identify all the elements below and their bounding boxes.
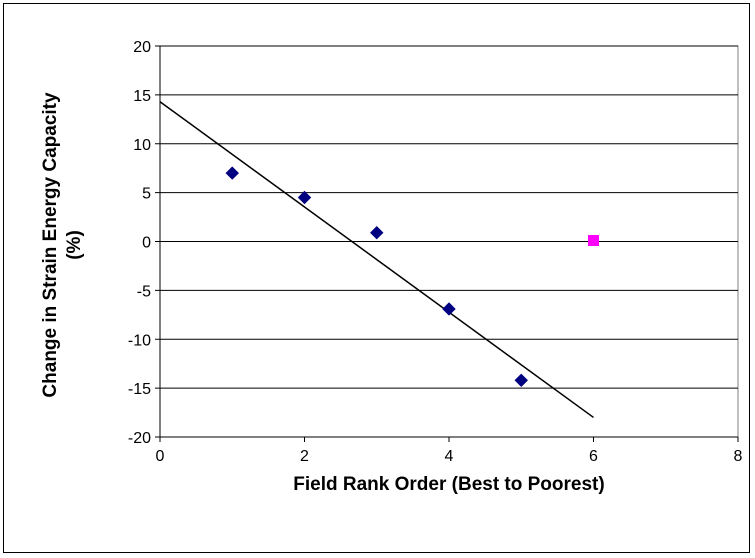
data-point-diamond (370, 225, 384, 240)
x-axis-title: Field Rank Order (Best to Poorest) (293, 474, 604, 495)
data-point-diamond (225, 166, 239, 180)
y-tick-label: -10 (128, 332, 151, 349)
axes (155, 45, 739, 442)
x-tick-label: 8 (734, 448, 743, 465)
data-point-diamond (442, 302, 456, 316)
y-axis-title-line1: Change in Strain Energy Capacity (40, 92, 61, 398)
x-tick-label: 0 (156, 448, 165, 465)
y-tick-label: 10 (133, 137, 151, 154)
data-point-square (588, 235, 599, 247)
y-tick-labels: 20 15 10 5 0 -5 -10 -15 -20 (128, 39, 151, 447)
trendline-group (159, 101, 594, 419)
data-point-diamond (297, 190, 312, 205)
y-axis-title-line2: (%) (64, 230, 85, 260)
data-point-diamond (514, 373, 528, 388)
gridlines (160, 45, 738, 389)
data-points (225, 166, 599, 388)
x-tick-labels: 0 2 4 6 8 (156, 448, 743, 465)
y-tick-label: 0 (142, 235, 151, 252)
x-tick-label: 2 (300, 448, 309, 465)
y-tick-label: -20 (128, 430, 151, 447)
y-tick-label: -5 (137, 283, 151, 300)
y-tick-label: 15 (133, 88, 151, 105)
y-tick-label: 5 (142, 186, 151, 203)
y-tick-label: 20 (133, 39, 151, 56)
trendline (159, 101, 594, 419)
y-tick-label: -15 (128, 381, 151, 398)
x-tick-label: 4 (445, 448, 454, 465)
x-tick-label: 6 (589, 448, 598, 465)
